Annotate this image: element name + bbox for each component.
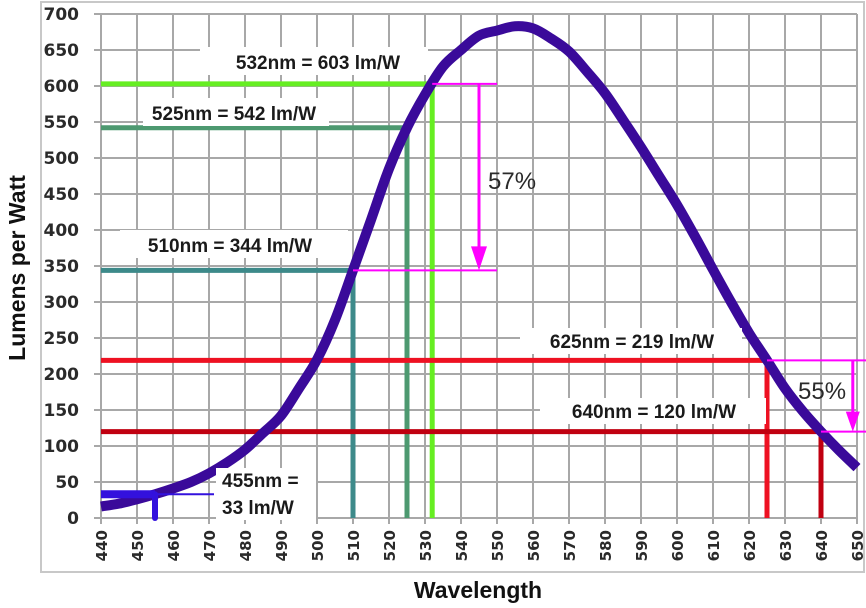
marker-label-bg-625 [520, 328, 742, 354]
x-tick-label: 460 [165, 530, 183, 561]
x-tick-label: 440 [93, 530, 111, 561]
blue-marker-layer [101, 490, 214, 521]
x-tick-label: 590 [633, 530, 651, 561]
y-tick-label: 450 [44, 185, 80, 205]
x-tick-label: 580 [597, 530, 615, 561]
marker-label-640: 640nm = 120 lm/W [572, 402, 736, 423]
x-axis-title: Wavelength [414, 577, 542, 603]
y-tick-labels: 0 50 100 150 200 250 300 350 400 450 500 550 600 650 7… [44, 5, 80, 529]
y-tick-label: 600 [44, 77, 80, 97]
y-tick-label: 150 [44, 401, 80, 421]
marker-label-625: 625nm = 219 lm/W [550, 332, 714, 353]
x-tick-label: 450 [129, 530, 147, 561]
y-tick-label: 100 [44, 437, 80, 457]
y-tick-label: 700 [44, 5, 80, 25]
x-tick-label: 490 [273, 530, 291, 561]
y-tick-label: 550 [44, 113, 80, 133]
marker-labels: 532nm = 603 lm/W 525nm = 542 lm/W 510nm = … [120, 47, 766, 520]
x-tick-label: 570 [561, 530, 579, 561]
annotation-arrow-head-55 [845, 411, 860, 432]
efficacy-curve [100, 21, 861, 512]
x-tick-label: 540 [453, 530, 471, 561]
y-tick-label: 400 [44, 221, 80, 241]
x-tick-label: 650 [849, 530, 866, 561]
x-tick-label: 550 [489, 530, 507, 561]
marker-label-455-line1: 455nm = [222, 471, 299, 492]
marker-label-bg-455 [216, 468, 316, 520]
x-tick-label: 520 [381, 530, 399, 561]
y-tick-label: 300 [44, 293, 80, 313]
y-tick-label: 0 [67, 509, 79, 529]
x-tick-label: 480 [237, 530, 255, 561]
marker-lines [101, 81, 824, 518]
x-tick-label: 560 [525, 530, 543, 561]
y-tick-label: 350 [44, 257, 80, 277]
marker-label-bg-532 [200, 47, 428, 75]
y-tick-label: 200 [44, 365, 80, 385]
x-tick-label: 620 [741, 530, 759, 561]
annotation-label-55: 55% [798, 378, 846, 405]
marker-label-bg-510 [120, 230, 348, 258]
y-tick-label: 500 [44, 149, 80, 169]
y-tick-label: 250 [44, 329, 80, 349]
x-tick-label: 500 [309, 530, 327, 561]
x-tick-label: 640 [813, 530, 831, 561]
marker-label-455-line2: 33 lm/W [222, 498, 294, 519]
y-axis-title: Lumens per Watt [4, 175, 30, 361]
y-tick-label: 650 [44, 41, 80, 61]
x-tick-labels: 440 450 460 470 480 490 500 510 520 530 540 550 560 5… [93, 530, 866, 561]
x-tick-label: 470 [201, 530, 219, 561]
x-tick-label: 600 [669, 530, 687, 561]
percent-annotations: 57% 55% [353, 82, 866, 433]
x-tick-label: 530 [417, 530, 435, 561]
marker-label-532: 532nm = 603 lm/W [236, 53, 400, 74]
x-tick-label: 510 [345, 530, 363, 561]
x-tick-label: 630 [777, 530, 795, 561]
marker-label-525: 525nm = 542 lm/W [152, 104, 316, 125]
marker-label-510: 510nm = 344 lm/W [148, 236, 312, 257]
annotation-arrow-head-57 [471, 246, 487, 271]
grid [94, 13, 858, 524]
annotation-label-57: 57% [488, 168, 536, 195]
marker-label-bg-525 [143, 98, 329, 126]
y-tick-label: 50 [55, 473, 79, 493]
x-tick-label: 610 [705, 530, 723, 561]
curve-layer [100, 21, 861, 512]
marker-label-bg-640 [540, 398, 766, 424]
